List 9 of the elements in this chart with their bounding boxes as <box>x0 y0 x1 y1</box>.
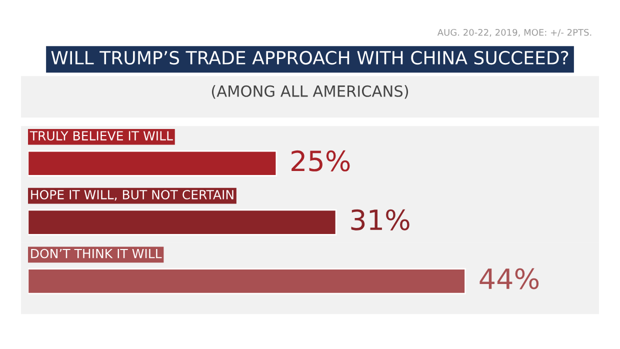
data-label: 25% <box>292 150 350 172</box>
chart-title: WILL TRUMP’S TRADE APPROACH WITH CHINA SUCCEED? <box>51 50 568 65</box>
data-label: 31% <box>351 209 410 230</box>
y-tick-label: TRULY BELIEVE IT WILL <box>30 131 173 140</box>
data-label: 44% <box>480 268 539 290</box>
y-tick-label: DON’T THINK IT WILL <box>31 248 162 258</box>
text: AUG. 20-22, 2019, MOE: +/- 2PTS. <box>437 28 592 37</box>
chart-subtitle: (AMONG ALL AMERICANS) <box>212 85 408 99</box>
y-tick-label: HOPE IT WILL, BUT NOT CERTAIN <box>31 190 234 201</box>
